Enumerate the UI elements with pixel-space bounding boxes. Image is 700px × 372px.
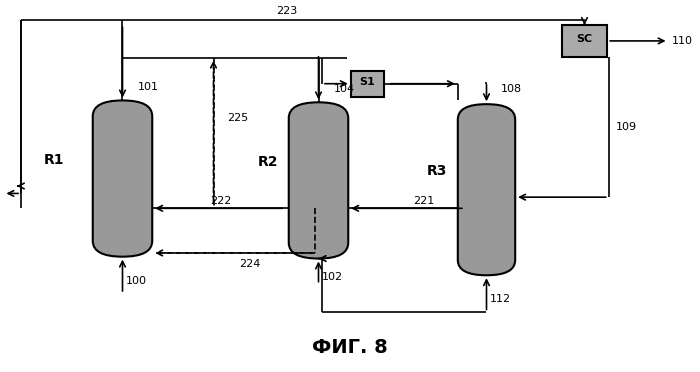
Text: 110: 110 (672, 36, 693, 46)
Text: R2: R2 (258, 155, 278, 169)
Bar (351, 71, 384, 97)
Text: SC: SC (576, 34, 593, 44)
Text: 112: 112 (490, 295, 511, 304)
Text: S1: S1 (360, 77, 375, 87)
Text: 221: 221 (414, 196, 435, 206)
Text: 223: 223 (276, 6, 298, 16)
Bar (561, 25, 608, 57)
FancyBboxPatch shape (288, 102, 349, 259)
Text: 104: 104 (334, 84, 355, 94)
Text: 109: 109 (616, 122, 637, 132)
FancyBboxPatch shape (458, 104, 515, 275)
Text: 225: 225 (228, 113, 248, 123)
Text: 101: 101 (138, 83, 159, 92)
Text: 108: 108 (500, 84, 522, 94)
FancyBboxPatch shape (92, 100, 152, 257)
Text: R1: R1 (44, 153, 64, 167)
Text: ФИГ. 8: ФИГ. 8 (312, 338, 388, 357)
Text: 222: 222 (210, 196, 231, 206)
Text: 224: 224 (239, 259, 260, 269)
Text: 100: 100 (126, 276, 147, 286)
Text: 102: 102 (322, 272, 343, 282)
Text: R3: R3 (426, 164, 447, 178)
